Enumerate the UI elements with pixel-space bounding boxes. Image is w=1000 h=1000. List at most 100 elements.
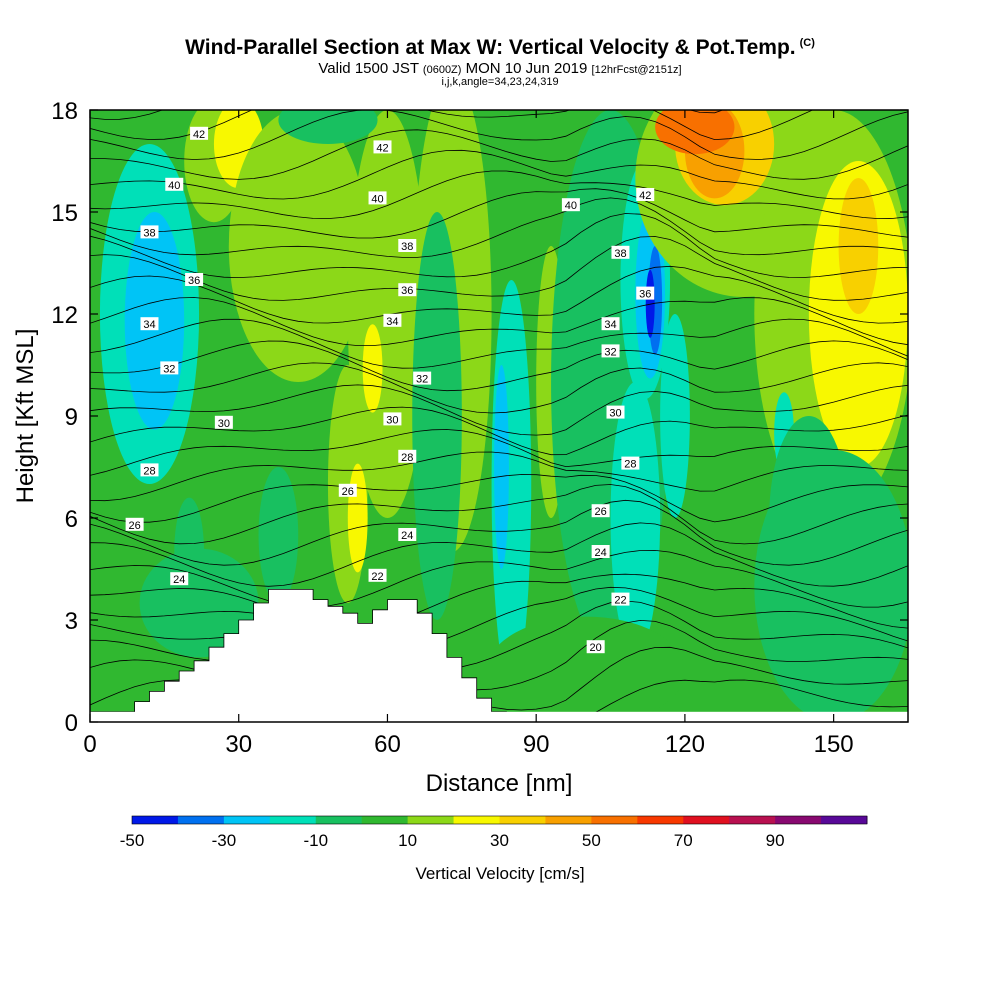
utc-time: (0600Z) xyxy=(422,64,462,76)
colorbar-swatch-0 xyxy=(132,816,179,824)
theta-label-27: 30 xyxy=(606,405,625,420)
colorbar-tick-1: -30 xyxy=(212,831,237,850)
theta-label-text: 40 xyxy=(565,200,577,212)
theta-line-7 xyxy=(90,522,908,587)
theta-label-box xyxy=(636,188,655,201)
x-tick-label-1: 30 xyxy=(225,731,252,758)
theta-label-box xyxy=(190,126,209,140)
theta-label-box xyxy=(591,545,610,558)
y-tick-label-3: 9 xyxy=(65,404,78,431)
theta-label-text: 34 xyxy=(386,316,398,328)
valid-time: Valid 1500 JST xyxy=(318,60,419,77)
theta-label-box xyxy=(373,140,392,154)
colorbar-frame xyxy=(131,815,868,825)
colorbar-swatch-2 xyxy=(223,816,271,824)
theta-label-1: 40 xyxy=(165,177,184,192)
y-tick-label-6: 18 xyxy=(51,98,78,125)
theta-label-box xyxy=(601,317,620,331)
theta-line-5 xyxy=(90,573,908,629)
theta-label-9: 24 xyxy=(170,572,189,586)
theta-label-box xyxy=(398,239,417,252)
theta-line-15 xyxy=(90,362,908,414)
x-tick-label-2: 60 xyxy=(374,731,401,758)
theta-label-20: 22 xyxy=(368,568,387,583)
theta-label-text: 42 xyxy=(193,129,205,141)
theta-label-box xyxy=(413,371,432,385)
theta-label-text: 34 xyxy=(604,319,616,331)
x-tick-label-4: 120 xyxy=(665,731,705,758)
theta-label-16: 30 xyxy=(383,412,402,426)
theta-label-box xyxy=(185,273,204,286)
theta-label-5: 32 xyxy=(160,361,179,375)
colorbar-swatch-5 xyxy=(361,816,409,824)
theta-label-text: 22 xyxy=(614,595,626,607)
theta-label-box xyxy=(383,313,402,327)
theta-label-text: 20 xyxy=(590,642,602,654)
theta-line-14 xyxy=(90,384,908,436)
grid-indices-text: i,j,k,angle=34,23,24,319 xyxy=(441,76,559,88)
theta-label-box xyxy=(338,483,357,497)
theta-line-19 xyxy=(90,265,908,324)
theta-contour-labels: 42 40 38 36 34 32 30 28 26 24 42 40 38 36 34 32 30 28 26 24… xyxy=(125,126,655,654)
y-tick-label-4: 12 xyxy=(51,302,78,329)
theta-label-8: 26 xyxy=(125,517,144,532)
colorbar-tick-0: -50 xyxy=(120,831,145,850)
theta-line-23 xyxy=(90,188,908,239)
theta-label-30: 24 xyxy=(591,545,610,559)
theta-label-box xyxy=(606,405,625,419)
theta-contours xyxy=(90,110,908,722)
theta-label-29: 26 xyxy=(591,504,610,518)
theta-label-text: 38 xyxy=(401,241,413,253)
theta-line-16 xyxy=(90,340,908,392)
field-region-7 xyxy=(362,324,383,413)
theta-label-text: 28 xyxy=(401,452,413,464)
colorbar-swatch-1 xyxy=(177,816,225,824)
theta-label-box xyxy=(140,317,159,331)
copyright-mark: (C) xyxy=(799,37,815,49)
theta-label-text: 22 xyxy=(371,571,383,583)
theta-label-box xyxy=(170,572,189,586)
theta-label-text: 40 xyxy=(168,180,180,192)
colorbar-tick-7: 90 xyxy=(766,831,785,850)
terrain xyxy=(90,589,908,722)
colorbar-swatch-14 xyxy=(775,816,822,824)
theta-label-23: 38 xyxy=(611,245,630,260)
theta-label-box xyxy=(165,177,184,191)
theta-label-box xyxy=(611,592,630,606)
x-tick-label-3: 90 xyxy=(523,731,550,758)
theta-line-25 xyxy=(90,149,908,200)
theta-label-box xyxy=(591,504,610,518)
terrain-mask xyxy=(90,589,507,722)
theta-label-text: 42 xyxy=(376,142,388,154)
theta-label-6: 30 xyxy=(214,415,233,430)
field-region-15 xyxy=(412,212,462,620)
theta-line-9 xyxy=(90,484,908,545)
field-region-9 xyxy=(347,463,368,573)
y-tick-label-5: 15 xyxy=(51,200,78,227)
theta-line-8 xyxy=(90,499,908,566)
colorbar-tick-2: -10 xyxy=(303,831,328,850)
y-tick-label-0: 0 xyxy=(65,710,78,737)
field-region-12 xyxy=(174,497,205,607)
theta-line-10 xyxy=(90,474,908,523)
theta-label-box xyxy=(125,517,144,531)
theta-label-32: 20 xyxy=(586,640,605,654)
theta-line-18 xyxy=(90,297,908,346)
theta-label-text: 30 xyxy=(386,414,398,426)
theta-label-10: 42 xyxy=(373,140,392,154)
theta-label-text: 36 xyxy=(401,285,413,297)
theta-line-20 xyxy=(90,236,908,301)
field-region-10 xyxy=(258,467,299,603)
theta-label-text: 24 xyxy=(173,574,185,586)
theta-label-28: 28 xyxy=(621,456,640,471)
theta-label-text: 30 xyxy=(218,418,230,430)
theta-label-text: 36 xyxy=(639,289,651,301)
colorbar-swatch-11 xyxy=(637,816,684,824)
theta-label-text: 40 xyxy=(371,193,383,205)
x-tick-label-0: 0 xyxy=(83,731,96,758)
theta-label-box xyxy=(636,286,655,300)
colorbar: -50 -30 -10 10 30 50 70 90 xyxy=(120,815,868,850)
valid-date: MON 10 Jun 2019 xyxy=(465,60,588,77)
colorbar-swatch-4 xyxy=(315,816,363,824)
theta-label-box xyxy=(561,198,580,212)
